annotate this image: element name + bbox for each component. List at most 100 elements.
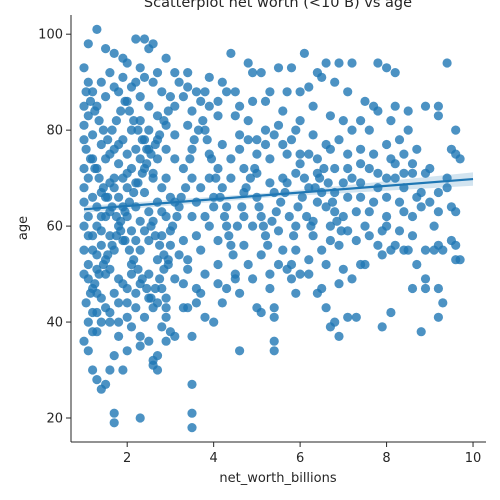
data-point	[101, 211, 111, 222]
data-point	[83, 39, 93, 49]
data-point	[265, 178, 275, 188]
data-point	[407, 168, 418, 178]
data-point	[399, 207, 409, 217]
data-point	[330, 163, 340, 174]
data-point	[278, 245, 288, 255]
y-axis-ticks: 20 40 60 80 100	[38, 28, 71, 427]
data-point	[94, 269, 104, 279]
data-point	[161, 144, 171, 154]
data-point	[308, 231, 318, 241]
data-point	[144, 235, 154, 246]
data-point	[239, 240, 249, 250]
data-point	[399, 149, 409, 159]
data-point	[222, 202, 232, 212]
data-point	[200, 269, 210, 279]
data-point	[377, 322, 387, 332]
data-point	[165, 327, 175, 337]
data-point	[297, 192, 307, 202]
data-point	[213, 163, 223, 174]
data-point	[155, 130, 165, 140]
data-point	[105, 68, 115, 78]
x-tick-label: 4	[210, 451, 218, 466]
data-point	[83, 211, 93, 222]
data-point	[90, 163, 100, 174]
data-point	[178, 163, 188, 174]
data-point	[183, 255, 193, 265]
data-point	[278, 173, 288, 183]
data-point	[433, 207, 443, 217]
data-point	[101, 92, 111, 102]
data-point	[137, 168, 147, 178]
data-point	[245, 173, 255, 183]
data-point	[181, 183, 191, 193]
data-point	[129, 187, 139, 198]
data-point	[217, 139, 227, 150]
data-point	[79, 245, 89, 255]
data-point	[79, 197, 89, 207]
data-point	[103, 192, 113, 202]
data-point	[81, 87, 91, 97]
data-point	[81, 298, 91, 308]
data-point	[187, 379, 197, 389]
data-point	[168, 221, 178, 231]
data-point	[420, 283, 431, 294]
data-point	[377, 250, 387, 260]
data-point	[124, 106, 134, 116]
data-point	[92, 375, 102, 385]
data-point	[433, 187, 443, 198]
data-point	[407, 159, 418, 169]
data-point	[135, 341, 145, 351]
data-point	[135, 413, 145, 423]
data-point	[364, 231, 374, 241]
data-point	[373, 106, 383, 116]
y-tick-label: 40	[46, 316, 63, 331]
data-point	[135, 92, 145, 102]
data-point	[291, 221, 301, 231]
data-point	[183, 264, 193, 274]
data-point	[230, 111, 240, 121]
data-point	[433, 312, 443, 322]
data-point	[161, 336, 171, 346]
data-point	[256, 250, 266, 260]
data-point	[116, 106, 126, 116]
data-point	[170, 154, 180, 164]
data-point	[299, 173, 309, 183]
data-point	[118, 365, 128, 375]
data-point	[81, 144, 91, 154]
data-point	[291, 168, 301, 178]
data-point	[369, 197, 379, 207]
data-point	[114, 192, 124, 202]
data-point	[252, 192, 262, 202]
data-point	[90, 106, 100, 116]
data-point	[122, 149, 132, 159]
data-point	[85, 96, 96, 106]
data-point	[265, 269, 275, 279]
data-point	[142, 159, 152, 169]
data-point	[356, 178, 366, 188]
data-point	[92, 250, 102, 260]
data-point	[161, 293, 171, 303]
data-point	[126, 163, 137, 174]
data-point	[278, 139, 288, 150]
data-point	[126, 269, 137, 279]
data-point	[191, 298, 201, 308]
data-point	[209, 202, 219, 212]
data-point	[282, 149, 292, 159]
data-point	[159, 116, 169, 126]
data-point	[122, 183, 132, 193]
data-point	[105, 317, 115, 327]
data-point	[79, 163, 89, 174]
data-point	[187, 144, 197, 154]
data-point	[446, 202, 456, 212]
data-point	[302, 211, 312, 222]
data-point	[356, 116, 366, 126]
data-point	[347, 125, 357, 135]
data-point	[382, 139, 392, 150]
data-point	[103, 250, 113, 260]
x-tick-label: 6	[296, 451, 304, 466]
data-point	[92, 288, 102, 298]
data-point	[144, 207, 154, 217]
y-tick-label: 20	[46, 412, 63, 427]
data-point	[291, 288, 301, 298]
data-point	[442, 58, 452, 68]
